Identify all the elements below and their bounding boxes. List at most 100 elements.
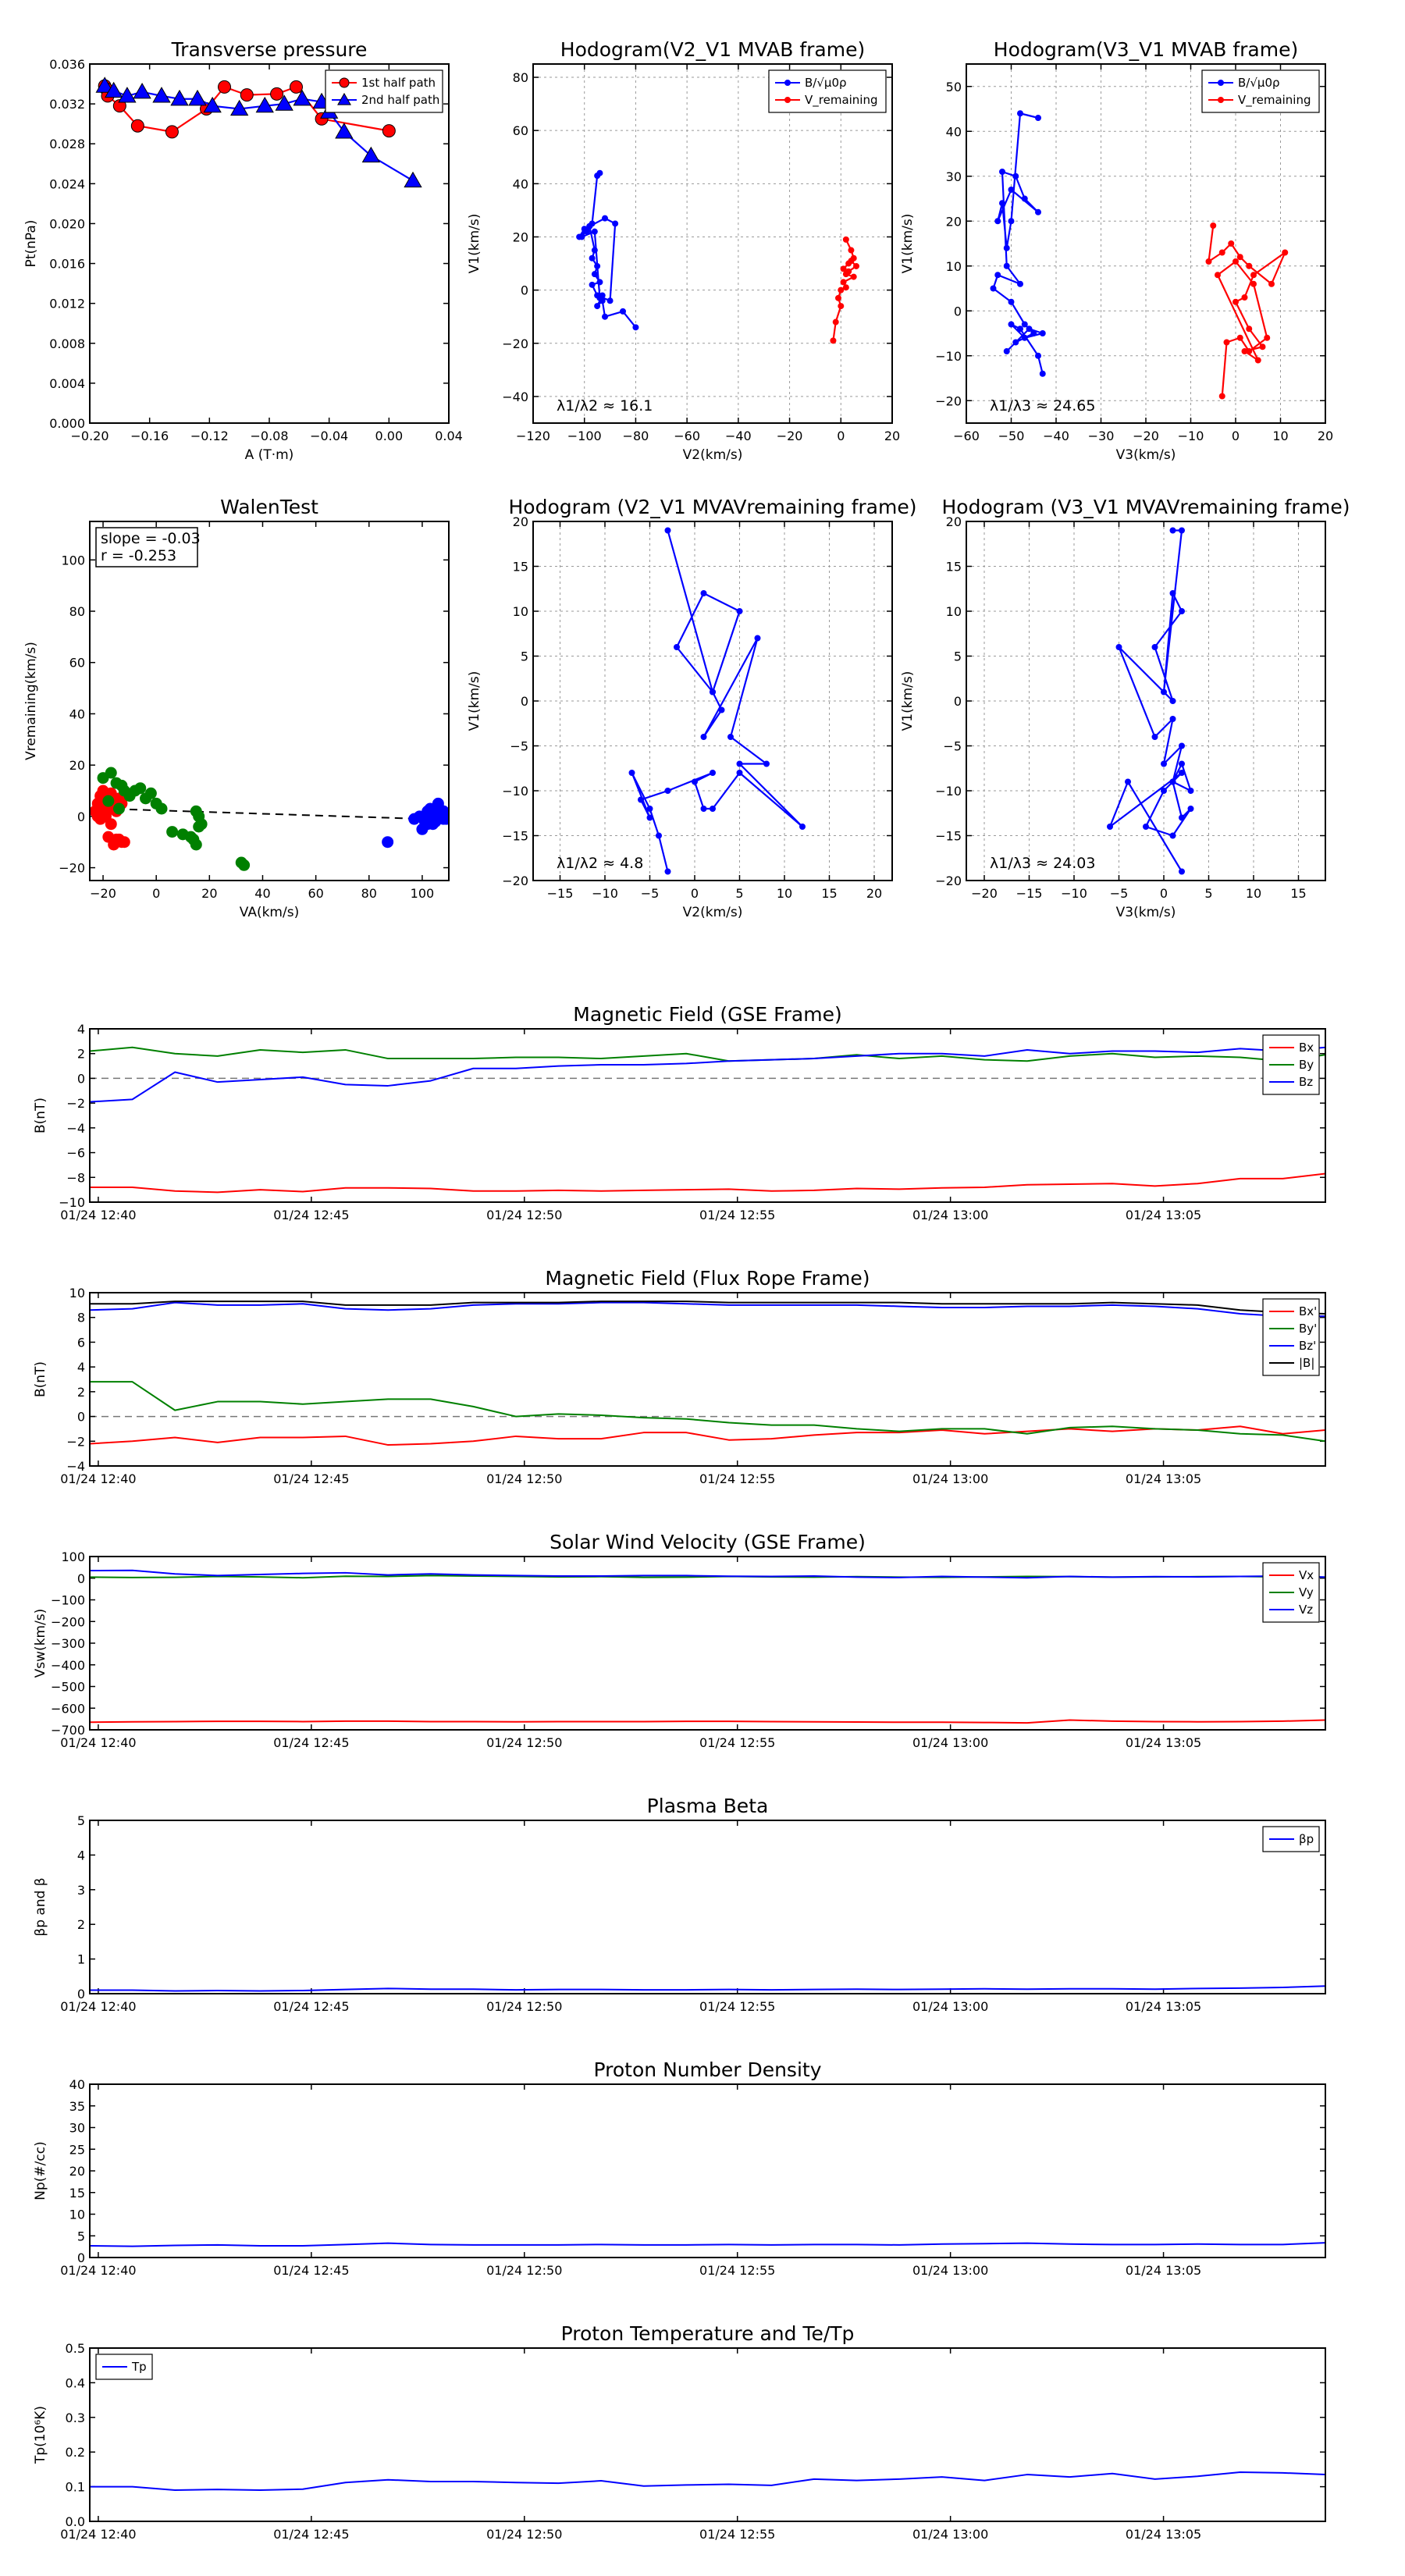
h1-b-0-point bbox=[594, 303, 601, 310]
h2-b-0-point bbox=[1039, 330, 1046, 336]
h4-series-0-point bbox=[1179, 814, 1185, 821]
h2-b-0-point bbox=[1035, 352, 1041, 359]
fit-stats-box bbox=[95, 527, 198, 568]
x-tick-label: −20 bbox=[90, 886, 116, 901]
y-tick-label: 0.020 bbox=[49, 216, 85, 231]
walen-series-0-point bbox=[105, 818, 117, 831]
walen-series-2-point bbox=[382, 836, 394, 849]
h1-b-0-point bbox=[578, 233, 585, 240]
x-tick-label: 01/24 12:55 bbox=[699, 1471, 775, 1486]
x-tick-label: 01/24 13:00 bbox=[912, 1471, 988, 1486]
h2-b-0-point bbox=[1003, 348, 1010, 354]
h2-v-remaining-point bbox=[1218, 393, 1225, 400]
np-frame bbox=[89, 2083, 1326, 2258]
y-tick-label: −20 bbox=[502, 873, 528, 888]
beta-chart: 01/24 12:40 01/24 12:45 01/24 12:50 01/24 1… bbox=[33, 1795, 1326, 2014]
x-tick-label: 01/24 12:50 bbox=[486, 1208, 562, 1222]
y-tick-label: 30 bbox=[69, 2121, 85, 2136]
h2-b-0-point bbox=[999, 169, 1005, 175]
h2-b-0-point bbox=[994, 218, 1001, 225]
y-tick-label: −600 bbox=[51, 1701, 85, 1716]
x-tick-label: 0.04 bbox=[435, 429, 463, 443]
x-tick-label: −0.16 bbox=[130, 429, 169, 443]
legend-label: Bz' bbox=[1299, 1339, 1316, 1353]
h1-b-0-point bbox=[596, 279, 603, 286]
mag_gse-chart: 01/24 12:40 01/24 12:45 01/24 12:50 01/24 1… bbox=[33, 1003, 1326, 1222]
walen-series-0-point bbox=[118, 836, 130, 849]
legend-marker bbox=[784, 80, 791, 86]
y-tick-label: −4 bbox=[66, 1459, 85, 1474]
y-tick-label: 5 bbox=[77, 1813, 85, 1828]
y-tick-label: 0.008 bbox=[49, 336, 85, 351]
tp-data bbox=[95, 76, 422, 188]
tp-2nd-half-path-point bbox=[275, 94, 293, 111]
y-tick-label: −5 bbox=[943, 739, 962, 754]
h3-series-0-point bbox=[736, 760, 743, 767]
y-tick-label: 40 bbox=[946, 124, 962, 139]
y-axis-label: Np(#/cc) bbox=[33, 2141, 48, 2200]
h2-frame bbox=[966, 63, 1326, 424]
y-tick-label: 10 bbox=[946, 259, 962, 274]
tp-frame bbox=[89, 63, 450, 424]
h3-series-0-point bbox=[763, 760, 770, 767]
tp-2nd-half-path-point bbox=[105, 81, 123, 98]
legend: βp bbox=[1262, 1826, 1320, 1852]
h2-v-remaining-point bbox=[1236, 334, 1243, 341]
tp-1st-half-path-point bbox=[240, 88, 254, 102]
tp_temp-chart: 01/24 12:40 01/24 12:45 01/24 12:50 01/24 1… bbox=[33, 2322, 1326, 2542]
legend: Vx Vy Vz bbox=[1262, 1562, 1320, 1623]
x-tick-label: 01/24 13:05 bbox=[1126, 2263, 1201, 2278]
x-tick-label: 01/24 12:50 bbox=[486, 1471, 562, 1486]
tp-1st-half-path-point bbox=[112, 99, 126, 113]
h4-data bbox=[1107, 527, 1194, 875]
legend: B/√μ0ρ V_remaining bbox=[768, 69, 887, 113]
chart-title: Hodogram(V2_V1 MVAB frame) bbox=[560, 38, 865, 61]
x-tick-label: 01/24 13:05 bbox=[1126, 2527, 1201, 2542]
h2-b-0-point bbox=[1003, 262, 1010, 269]
y-tick-label: 15 bbox=[69, 2186, 85, 2201]
tp-2nd-half-path-point bbox=[170, 89, 189, 106]
legend-label: B/√μ0ρ bbox=[805, 76, 847, 90]
y-tick-label: 0.028 bbox=[49, 137, 85, 151]
x-tick-label: −50 bbox=[998, 429, 1025, 443]
h1-v-remaining-point bbox=[842, 284, 849, 291]
h3-series-0-point bbox=[710, 806, 716, 812]
h4-series-0-point bbox=[1161, 788, 1167, 794]
h2-b-0-point bbox=[999, 200, 1005, 207]
tp_temp-tp-line bbox=[90, 2471, 1325, 2492]
h2-b-0-point bbox=[1003, 244, 1010, 251]
x-tick-label: 15 bbox=[1290, 886, 1306, 901]
h2-b-0-point bbox=[990, 285, 997, 292]
x-tick-label: 0.00 bbox=[375, 429, 404, 443]
y-tick-label: −10 bbox=[935, 349, 962, 364]
beta-data bbox=[90, 1985, 1325, 1992]
x-tick-label: −5 bbox=[1110, 886, 1129, 901]
h3-frame bbox=[532, 521, 893, 881]
legend-marker bbox=[337, 92, 351, 105]
x-tick-label: 80 bbox=[361, 886, 377, 901]
y-tick-label: −100 bbox=[51, 1593, 85, 1608]
h1-v-remaining-point bbox=[848, 247, 855, 254]
h4-series-0-point bbox=[1115, 644, 1122, 650]
h1-b-0-point bbox=[591, 247, 598, 254]
y-tick-label: 0 bbox=[77, 2250, 85, 2265]
h2-b-0-point bbox=[1039, 370, 1046, 377]
vsw-data bbox=[90, 1569, 1325, 1724]
walen-series-2-point bbox=[422, 818, 434, 831]
mag_gse-by-line bbox=[90, 1046, 1325, 1062]
y-axis-label: B(nT) bbox=[33, 1098, 48, 1133]
h4-frame bbox=[966, 521, 1326, 881]
h1-b-0-point bbox=[589, 254, 596, 262]
legend-label: |B| bbox=[1299, 1356, 1314, 1370]
y-tick-label: 5 bbox=[77, 2229, 85, 2243]
walen-series-1-point bbox=[193, 820, 205, 833]
legend-label: 2nd half path bbox=[361, 93, 439, 107]
legend-label: Bz bbox=[1299, 1075, 1313, 1089]
h1-b-0-line bbox=[578, 172, 637, 329]
walen-series-1-point bbox=[184, 831, 197, 843]
x-tick-label: 01/24 13:00 bbox=[912, 1735, 988, 1750]
legend-label: Bx' bbox=[1299, 1304, 1317, 1318]
y-tick-label: −300 bbox=[51, 1636, 85, 1651]
tp-1st-half-path-point bbox=[290, 80, 303, 94]
y-tick-label: 15 bbox=[946, 560, 962, 575]
